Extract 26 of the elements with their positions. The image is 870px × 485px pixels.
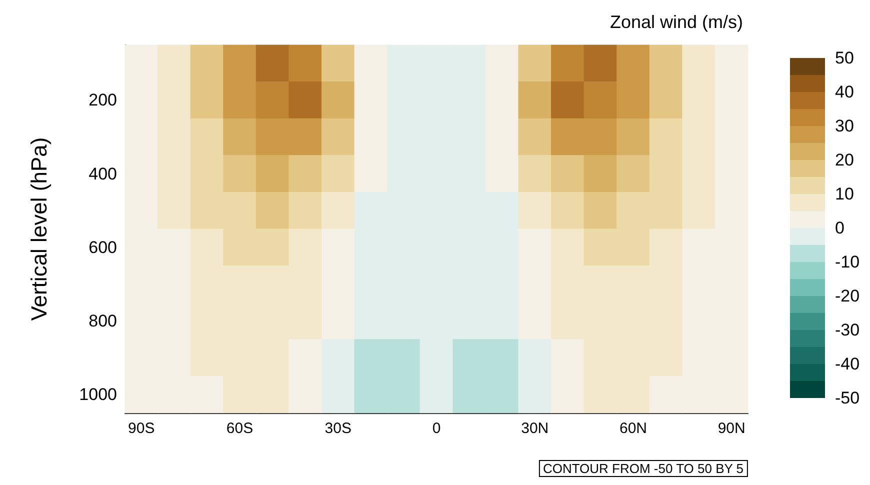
y-axis-title: Vertical level (hPa) xyxy=(26,137,52,321)
color-bar-label: -30 xyxy=(835,320,860,340)
color-bar-label: 20 xyxy=(835,150,854,170)
x-tick-label: 90S xyxy=(128,420,155,437)
y-tick-label: 200 xyxy=(88,90,117,110)
color-bar-label: 40 xyxy=(835,82,854,102)
x-tick-label: 60N xyxy=(619,420,647,437)
y-tick-label: 400 xyxy=(88,164,117,184)
color-bar-label: -10 xyxy=(835,252,860,272)
y-tick-label: 600 xyxy=(88,238,117,257)
color-bar-label: -50 xyxy=(835,388,860,408)
chart-title: Zonal wind (m/s) xyxy=(610,12,743,32)
x-tick-label: 90N xyxy=(718,420,746,437)
text: CONTOUR FROM -50 TO 50 BY 5 xyxy=(542,461,744,476)
color-bar-label: 10 xyxy=(835,184,854,204)
y-tick-label: 1000 xyxy=(79,385,117,404)
y-tick-label: 800 xyxy=(88,312,117,330)
color-bar-label: 0 xyxy=(835,218,844,238)
x-tick-label: 30S xyxy=(324,420,352,437)
color-bar-label: -20 xyxy=(835,286,860,306)
color-bar-label: -40 xyxy=(835,354,860,374)
x-tick-label: 60S xyxy=(226,420,254,437)
color-bar-label: 30 xyxy=(835,116,854,136)
x-tick-label: 0 xyxy=(432,420,441,437)
color-bar-label: 50 xyxy=(835,48,854,68)
x-tick-label: 30N xyxy=(521,420,549,437)
